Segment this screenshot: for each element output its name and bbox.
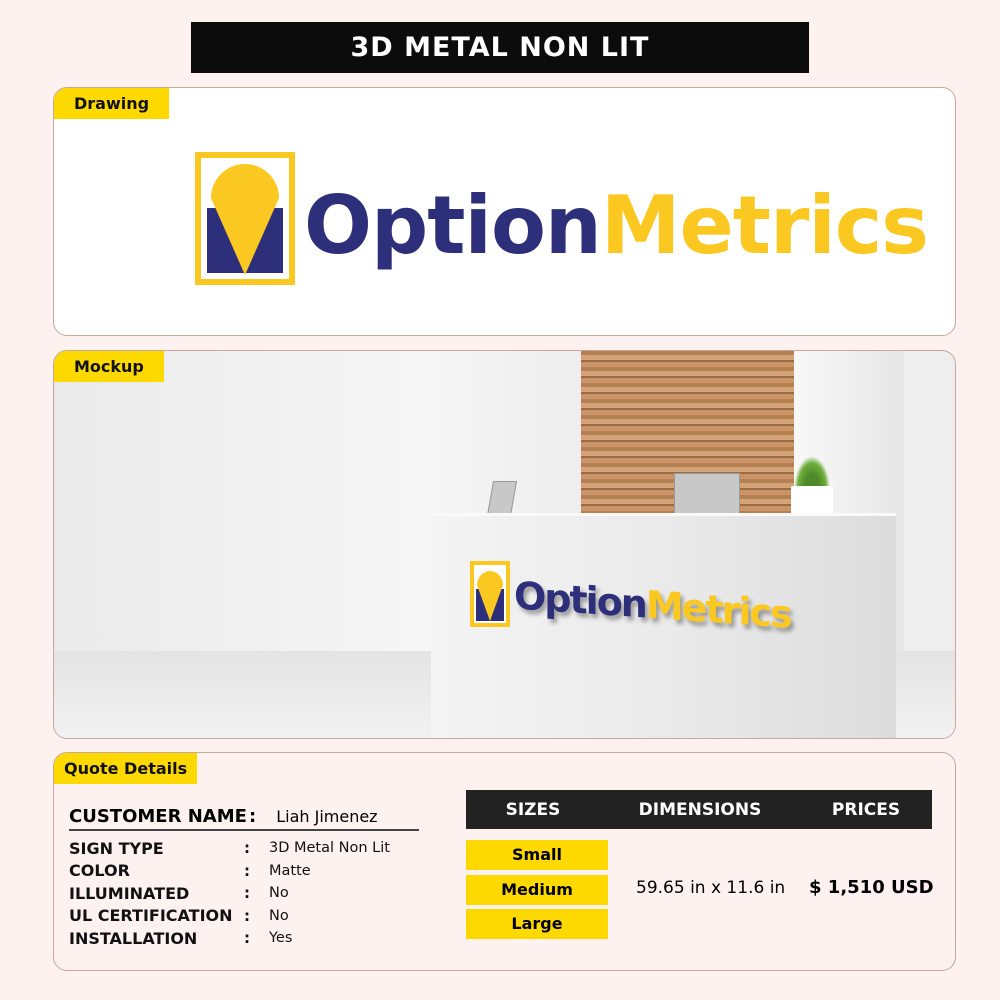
mockup-logo-mark-icon — [470, 561, 510, 627]
plant-icon — [794, 456, 830, 488]
field-key: ILLUMINATED — [69, 883, 190, 903]
field-row: SIGN TYPE: 3D Metal Non Lit — [69, 837, 419, 860]
separator: : — [244, 906, 250, 925]
field-key: COLOR — [69, 861, 130, 881]
field-key: INSTALLATION — [69, 928, 198, 948]
field-value: Yes — [269, 930, 293, 947]
mockup-panel: OptionMetrics Mockup — [53, 350, 956, 739]
reception-desk — [431, 516, 896, 738]
customer-row: CUSTOMER NAME : Liah Jimenez — [69, 803, 419, 831]
mockup-logo-option: Option — [514, 573, 646, 627]
plant-pot — [791, 486, 833, 518]
field-key: SIGN TYPE — [69, 838, 164, 858]
field-key: UL CERTIFICATION — [69, 906, 233, 926]
quote-panel: Quote Details CUSTOMER NAME : Liah Jimen… — [53, 752, 956, 971]
field-value: 3D Metal Non Lit — [269, 840, 390, 857]
size-medium[interactable]: Medium — [466, 875, 608, 905]
separator: : — [244, 884, 250, 903]
separator: : — [244, 929, 250, 948]
field-row: ILLUMINATED: No — [69, 882, 419, 905]
logo-option: Option — [304, 179, 602, 272]
quote-label: Quote Details — [54, 753, 198, 784]
separator: : — [244, 861, 250, 880]
logo-wordmark: OptionMetrics — [304, 176, 929, 276]
logo-mark-icon — [195, 152, 295, 285]
drawing-panel: Drawing OptionMetrics — [53, 87, 956, 336]
mockup-label: Mockup — [54, 351, 164, 382]
separator: : — [249, 805, 257, 827]
header-dimensions: DIMENSIONS — [638, 799, 762, 820]
laptop-icon — [674, 473, 740, 516]
size-large[interactable]: Large — [466, 909, 608, 939]
header-sizes: SIZES — [505, 799, 561, 820]
page-title: 3D METAL NON LIT — [191, 22, 809, 73]
dimensions-value: 59.65 in x 11.6 in — [636, 878, 786, 898]
field-row: COLOR: Matte — [69, 860, 419, 883]
quote-info: CUSTOMER NAME : Liah Jimenez SIGN TYPE:3… — [69, 803, 419, 950]
field-row: INSTALLATION: Yes — [69, 927, 419, 950]
customer-label: CUSTOMER NAME — [69, 805, 247, 827]
price-value: $ 1,510 USD — [809, 877, 934, 898]
field-value: No — [269, 907, 289, 924]
size-small[interactable]: Small — [466, 840, 608, 870]
field-value: No — [269, 885, 289, 902]
field-value: Matte — [269, 862, 311, 879]
header-prices: PRICES — [831, 799, 901, 820]
customer-value: Liah Jimenez — [276, 806, 378, 826]
separator: : — [244, 839, 250, 858]
logo-metrics: Metrics — [600, 179, 929, 272]
field-row: UL CERTIFICATION: No — [69, 905, 419, 928]
drawing-label: Drawing — [54, 88, 170, 119]
table-header: SIZES DIMENSIONS PRICES — [466, 790, 932, 829]
